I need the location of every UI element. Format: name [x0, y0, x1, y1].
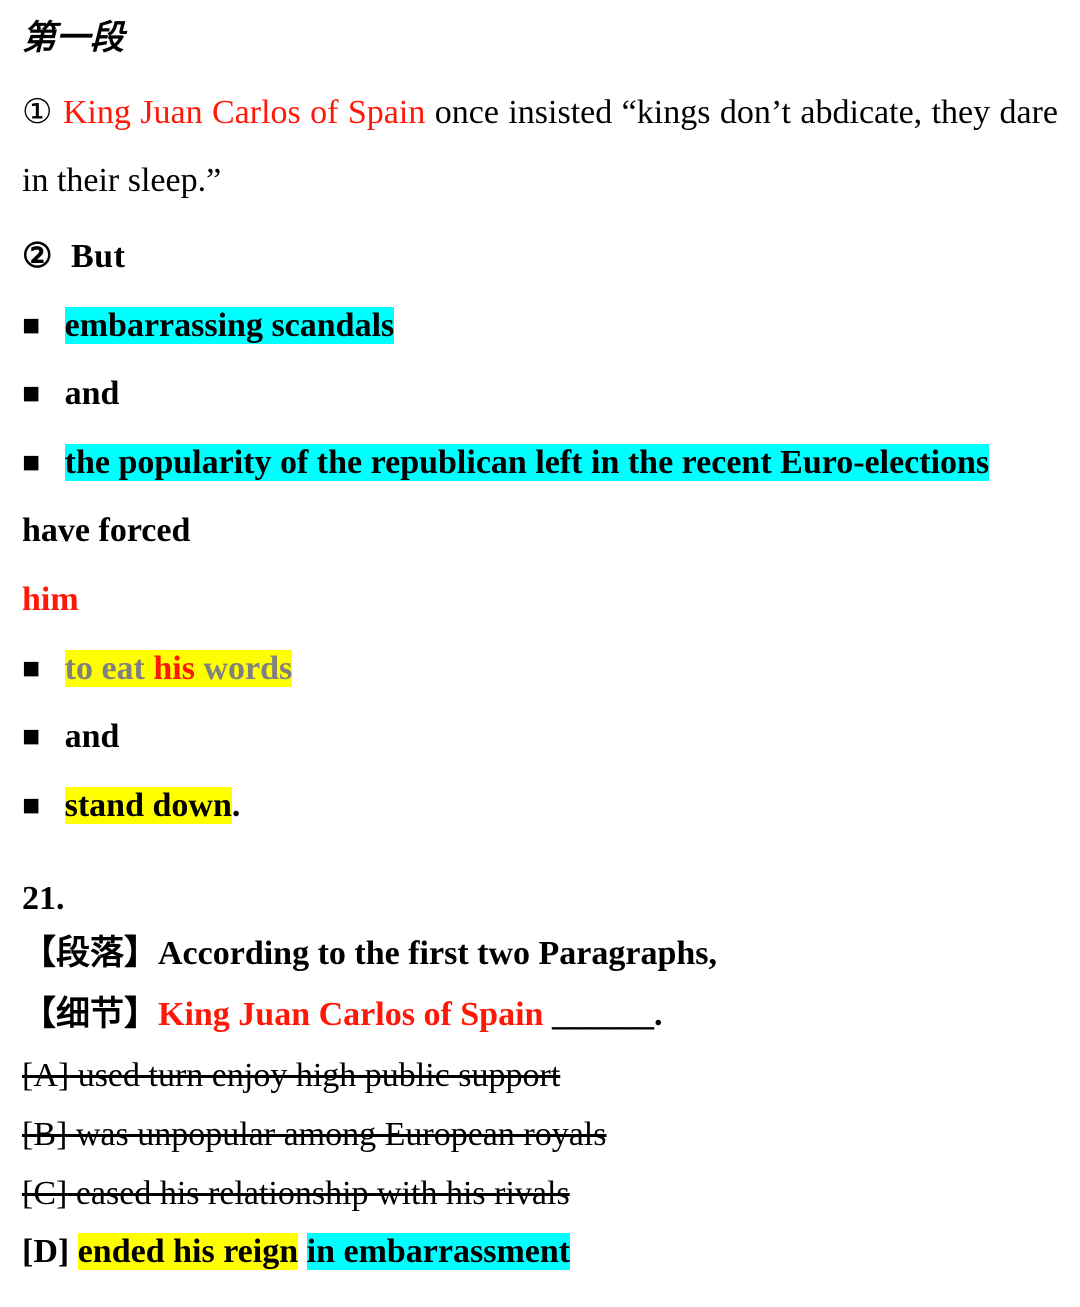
question-line-1-text: According to the first two Paragraphs, — [158, 935, 717, 972]
bullet-item-a-text: embarrassing scandals — [65, 307, 395, 344]
sentence-1-number: ① — [22, 94, 53, 131]
option-d-part1: ended his reign — [78, 1233, 298, 1270]
bullet-item-c: the popularity of the republican left in… — [22, 431, 1058, 496]
bullet-item-b: and — [22, 362, 1058, 427]
section-title: 第一段 — [22, 10, 1058, 59]
option-c-label: [C] — [22, 1175, 67, 1212]
option-d: [D] ended his reign in embarrassment — [22, 1226, 1058, 1279]
option-d-label: [D] — [22, 1233, 69, 1270]
question-line-2-tag: 【细节】 — [22, 995, 158, 1033]
bullet-item-d-suffix: words — [195, 650, 292, 687]
option-b: [B] was unpopular among European royals — [22, 1109, 1058, 1162]
sentence-1: ① King Juan Carlos of Spain once insiste… — [22, 79, 1058, 215]
question-number: 21. — [22, 880, 1058, 918]
question-line-2-text: King Juan Carlos of Spain — [158, 996, 543, 1033]
bullet-item-f: stand down. — [22, 774, 1058, 839]
option-c-text: eased his relationship with his rivals — [67, 1175, 569, 1212]
bullet-item-d-prefix: to eat — [65, 650, 154, 687]
bullet-item-d: to eat his words — [22, 637, 1058, 702]
bullet-item-f-text: stand down — [65, 787, 232, 824]
option-c: [C] eased his relationship with his riva… — [22, 1168, 1058, 1221]
bullet-item-c-text: the popularity of the republican left in… — [65, 444, 990, 481]
question-line-2: 【细节】King Juan Carlos of Spain ______. — [22, 989, 1058, 1040]
have-forced-line: have forced — [22, 499, 1058, 564]
option-a-text: used turn enjoy high public support — [69, 1057, 560, 1094]
question-line-1: 【段落】According to the first two Paragraph… — [22, 928, 1058, 979]
question-line-1-tag: 【段落】 — [22, 934, 158, 972]
option-d-part2: in embarrassment — [307, 1233, 570, 1270]
sentence-1-subject: King Juan Carlos of Spain — [63, 94, 426, 131]
question-line-2-blank: ______. — [543, 996, 662, 1033]
bullet-item-f-punct: . — [232, 787, 241, 824]
sentence-2-but: But — [71, 238, 125, 275]
bullet-item-a: embarrassing scandals — [22, 294, 1058, 359]
bullet-item-b-text: and — [65, 375, 120, 412]
option-b-text: was unpopular among European royals — [67, 1116, 606, 1153]
bullet-item-e: and — [22, 705, 1058, 770]
bullet-item-d-mid: his — [153, 650, 195, 687]
him-line: him — [22, 568, 1058, 633]
sentence-2-lead: ② But — [22, 225, 1058, 290]
option-a: [A] used turn enjoy high public support — [22, 1050, 1058, 1103]
bullet-item-e-text: and — [65, 718, 120, 755]
sentence-2-number: ② — [22, 238, 53, 275]
option-b-label: [B] — [22, 1116, 67, 1153]
option-a-label: [A] — [22, 1057, 69, 1094]
